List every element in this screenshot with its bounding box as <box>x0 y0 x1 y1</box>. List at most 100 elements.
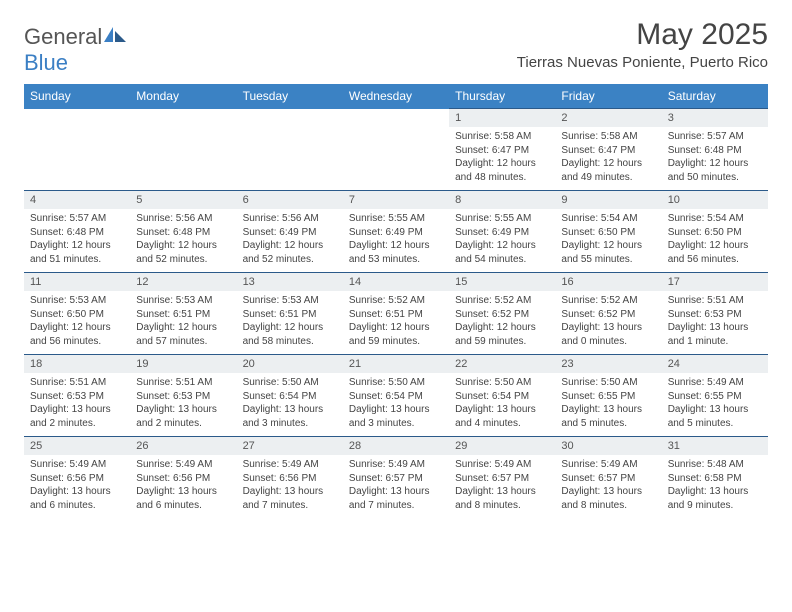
week-details-row: Sunrise: 5:58 AMSunset: 6:47 PMDaylight:… <box>24 127 768 191</box>
day-number-cell: 28 <box>343 437 449 456</box>
sunset-line: Sunset: 6:54 PM <box>243 390 337 404</box>
sunset-line: Sunset: 6:48 PM <box>136 226 230 240</box>
day-details-cell: Sunrise: 5:49 AMSunset: 6:55 PMDaylight:… <box>662 373 768 437</box>
sunset-line: Sunset: 6:54 PM <box>349 390 443 404</box>
daylight-line: Daylight: 13 hours and 9 minutes. <box>668 485 762 512</box>
day-number-cell <box>130 109 236 128</box>
daylight-line: Daylight: 12 hours and 53 minutes. <box>349 239 443 266</box>
sunrise-line: Sunrise: 5:54 AM <box>668 212 762 226</box>
day-number-cell: 2 <box>555 109 661 128</box>
day-number-cell: 13 <box>237 273 343 292</box>
daylight-line: Daylight: 12 hours and 58 minutes. <box>243 321 337 348</box>
week-daynum-row: 45678910 <box>24 191 768 210</box>
day-number-cell: 4 <box>24 191 130 210</box>
page-subtitle: Tierras Nuevas Poniente, Puerto Rico <box>517 54 768 71</box>
daylight-line: Daylight: 13 hours and 4 minutes. <box>455 403 549 430</box>
day-details-cell: Sunrise: 5:49 AMSunset: 6:56 PMDaylight:… <box>24 455 130 518</box>
sunset-line: Sunset: 6:47 PM <box>455 144 549 158</box>
daylight-line: Daylight: 13 hours and 3 minutes. <box>349 403 443 430</box>
sunset-line: Sunset: 6:54 PM <box>455 390 549 404</box>
day-number-cell: 16 <box>555 273 661 292</box>
daylight-line: Daylight: 12 hours and 51 minutes. <box>30 239 124 266</box>
daylight-line: Daylight: 12 hours and 59 minutes. <box>455 321 549 348</box>
day-details-cell: Sunrise: 5:49 AMSunset: 6:57 PMDaylight:… <box>343 455 449 518</box>
sunset-line: Sunset: 6:49 PM <box>243 226 337 240</box>
page-title: May 2025 <box>517 18 768 52</box>
calendar-header-row: SundayMondayTuesdayWednesdayThursdayFrid… <box>24 84 768 109</box>
sunrise-line: Sunrise: 5:56 AM <box>136 212 230 226</box>
sunset-line: Sunset: 6:53 PM <box>30 390 124 404</box>
day-details-cell: Sunrise: 5:49 AMSunset: 6:56 PMDaylight:… <box>130 455 236 518</box>
sunset-line: Sunset: 6:50 PM <box>668 226 762 240</box>
sunset-line: Sunset: 6:56 PM <box>30 472 124 486</box>
sunset-line: Sunset: 6:58 PM <box>668 472 762 486</box>
day-number-cell: 3 <box>662 109 768 128</box>
logo-word2: Blue <box>24 50 68 75</box>
daylight-line: Daylight: 13 hours and 1 minute. <box>668 321 762 348</box>
sunrise-line: Sunrise: 5:52 AM <box>455 294 549 308</box>
sunrise-line: Sunrise: 5:55 AM <box>455 212 549 226</box>
daylight-line: Daylight: 13 hours and 2 minutes. <box>136 403 230 430</box>
sunset-line: Sunset: 6:55 PM <box>561 390 655 404</box>
day-number-cell: 6 <box>237 191 343 210</box>
sunrise-line: Sunrise: 5:49 AM <box>136 458 230 472</box>
week-details-row: Sunrise: 5:57 AMSunset: 6:48 PMDaylight:… <box>24 209 768 273</box>
day-number-cell: 20 <box>237 355 343 374</box>
sunset-line: Sunset: 6:50 PM <box>30 308 124 322</box>
day-details-cell: Sunrise: 5:58 AMSunset: 6:47 PMDaylight:… <box>555 127 661 191</box>
day-details-cell: Sunrise: 5:53 AMSunset: 6:51 PMDaylight:… <box>130 291 236 355</box>
daylight-line: Daylight: 12 hours and 56 minutes. <box>668 239 762 266</box>
calendar-page: General Blue May 2025 Tierras Nuevas Pon… <box>0 0 792 528</box>
sunrise-line: Sunrise: 5:57 AM <box>668 130 762 144</box>
day-details-cell: Sunrise: 5:54 AMSunset: 6:50 PMDaylight:… <box>555 209 661 273</box>
day-number-cell: 25 <box>24 437 130 456</box>
day-number-cell: 30 <box>555 437 661 456</box>
daylight-line: Daylight: 12 hours and 57 minutes. <box>136 321 230 348</box>
day-details-cell: Sunrise: 5:50 AMSunset: 6:54 PMDaylight:… <box>343 373 449 437</box>
daylight-line: Daylight: 12 hours and 48 minutes. <box>455 157 549 184</box>
sunrise-line: Sunrise: 5:50 AM <box>561 376 655 390</box>
day-number-cell: 21 <box>343 355 449 374</box>
daylight-line: Daylight: 12 hours and 54 minutes. <box>455 239 549 266</box>
day-details-cell: Sunrise: 5:50 AMSunset: 6:55 PMDaylight:… <box>555 373 661 437</box>
sunrise-line: Sunrise: 5:58 AM <box>561 130 655 144</box>
sunset-line: Sunset: 6:56 PM <box>136 472 230 486</box>
sunrise-line: Sunrise: 5:48 AM <box>668 458 762 472</box>
day-number-cell: 27 <box>237 437 343 456</box>
day-number-cell: 22 <box>449 355 555 374</box>
day-details-cell: Sunrise: 5:48 AMSunset: 6:58 PMDaylight:… <box>662 455 768 518</box>
logo-sails-icon <box>102 24 128 44</box>
sunrise-line: Sunrise: 5:53 AM <box>243 294 337 308</box>
sunset-line: Sunset: 6:52 PM <box>455 308 549 322</box>
daylight-line: Daylight: 13 hours and 5 minutes. <box>668 403 762 430</box>
daylight-line: Daylight: 12 hours and 52 minutes. <box>243 239 337 266</box>
day-details-cell: Sunrise: 5:49 AMSunset: 6:57 PMDaylight:… <box>449 455 555 518</box>
sunset-line: Sunset: 6:53 PM <box>668 308 762 322</box>
daylight-line: Daylight: 12 hours and 56 minutes. <box>30 321 124 348</box>
daylight-line: Daylight: 12 hours and 52 minutes. <box>136 239 230 266</box>
sunset-line: Sunset: 6:52 PM <box>561 308 655 322</box>
day-details-cell: Sunrise: 5:58 AMSunset: 6:47 PMDaylight:… <box>449 127 555 191</box>
daylight-line: Daylight: 13 hours and 6 minutes. <box>30 485 124 512</box>
week-daynum-row: 123 <box>24 109 768 128</box>
day-details-cell: Sunrise: 5:49 AMSunset: 6:56 PMDaylight:… <box>237 455 343 518</box>
sunrise-line: Sunrise: 5:49 AM <box>455 458 549 472</box>
sunrise-line: Sunrise: 5:58 AM <box>455 130 549 144</box>
day-number-cell: 15 <box>449 273 555 292</box>
day-number-cell: 31 <box>662 437 768 456</box>
sunrise-line: Sunrise: 5:49 AM <box>668 376 762 390</box>
day-header: Saturday <box>662 84 768 109</box>
sunrise-line: Sunrise: 5:56 AM <box>243 212 337 226</box>
day-details-cell: Sunrise: 5:52 AMSunset: 6:52 PMDaylight:… <box>449 291 555 355</box>
day-details-cell: Sunrise: 5:50 AMSunset: 6:54 PMDaylight:… <box>449 373 555 437</box>
day-number-cell <box>24 109 130 128</box>
daylight-line: Daylight: 12 hours and 59 minutes. <box>349 321 443 348</box>
day-details-cell: Sunrise: 5:57 AMSunset: 6:48 PMDaylight:… <box>662 127 768 191</box>
day-details-cell: Sunrise: 5:51 AMSunset: 6:53 PMDaylight:… <box>130 373 236 437</box>
day-number-cell: 17 <box>662 273 768 292</box>
day-details-cell: Sunrise: 5:52 AMSunset: 6:51 PMDaylight:… <box>343 291 449 355</box>
day-number-cell: 18 <box>24 355 130 374</box>
sunset-line: Sunset: 6:51 PM <box>243 308 337 322</box>
day-details-cell <box>24 127 130 191</box>
title-block: May 2025 Tierras Nuevas Poniente, Puerto… <box>517 18 768 71</box>
